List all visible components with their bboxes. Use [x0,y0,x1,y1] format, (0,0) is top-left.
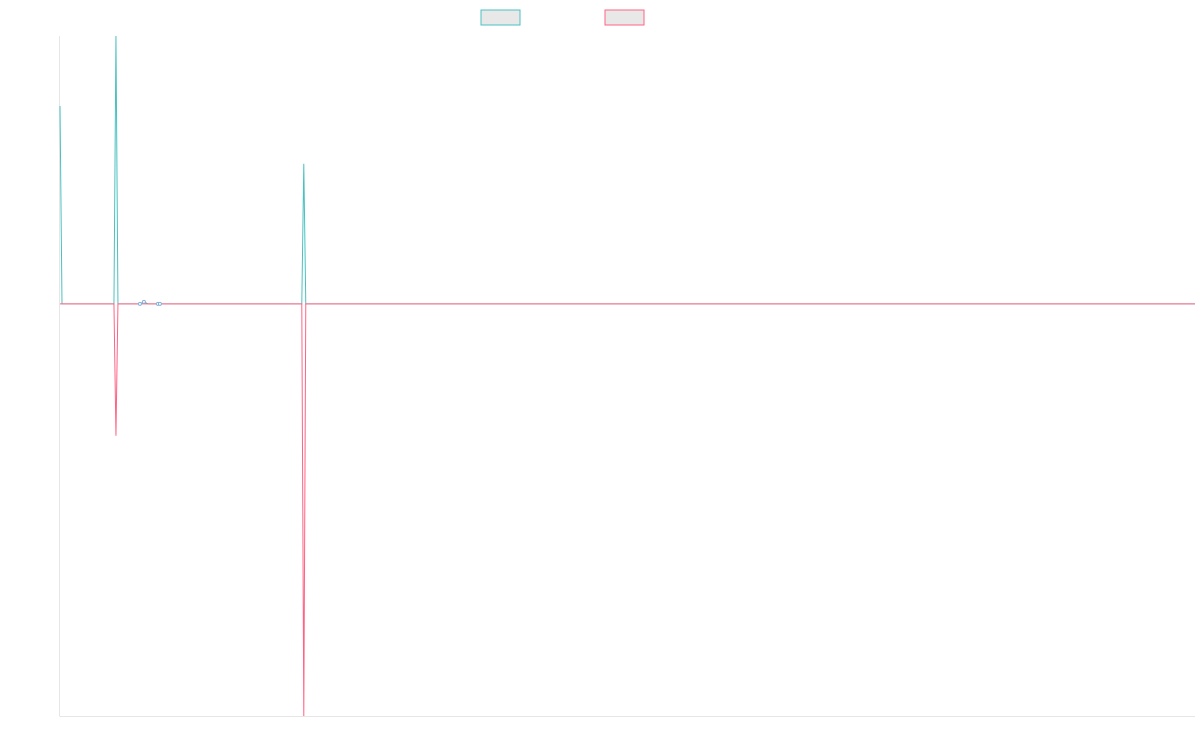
legend-item-series-2[interactable] [604,9,645,26]
data-point-series-1-3 [157,301,162,306]
legend-swatch-series-2 [604,9,645,26]
legend-item-series-1[interactable] [480,9,521,26]
data-point-series-1-0 [137,301,142,306]
plot-area [59,35,1195,717]
data-point-series-1-1 [141,299,146,304]
legend [480,9,645,26]
series-line-1 [59,35,1195,305]
legend-swatch-series-1 [480,9,521,26]
series-line-2 [60,303,1195,717]
